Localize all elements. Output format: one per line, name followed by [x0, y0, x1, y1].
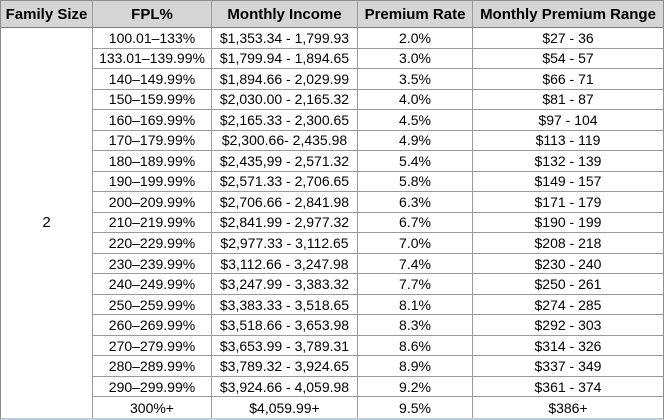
premium-range-cell: $113 - 119	[473, 131, 663, 152]
fpl-cell: 180–189.99%	[93, 151, 212, 172]
premium-range-cell: $208 - 218	[473, 233, 663, 254]
premium-rate-cell: 8.1%	[358, 294, 473, 316]
fpl-cell: 290–299.99%	[93, 376, 212, 398]
premium-range-cell: $292 - 303	[473, 315, 663, 336]
header-fpl-percent: FPL%	[93, 1, 212, 28]
premium-rate-cell: 6.3%	[358, 192, 473, 213]
premium-range-cell: $190 - 199	[473, 213, 663, 234]
premium-range-cell: $97 - 104	[473, 110, 663, 131]
fpl-cell: 230–239.99%	[93, 253, 212, 275]
income-cell: $2,165.33 - 2,300.65	[212, 110, 358, 131]
premium-range-cell: $149 - 157	[473, 172, 663, 193]
premium-rate-cell: 7.4%	[358, 253, 473, 275]
fpl-cell: 190–199.99%	[93, 171, 212, 193]
premium-range-cell: $171 - 179	[473, 192, 663, 213]
fpl-cell: 260–269.99%	[93, 315, 212, 336]
premium-range-cell: $386+	[548, 399, 588, 416]
premium-rate-cell: 6.7%	[358, 212, 473, 234]
premium-rate-cell: 5.8%	[358, 171, 473, 193]
premium-rate-cell: 4.9%	[358, 130, 473, 152]
premium-range-cell: $81 - 87	[473, 90, 663, 111]
premium-rate-cell: 8.3%	[358, 315, 473, 336]
premium-rate-cell: 2.0%	[358, 28, 473, 49]
premium-rate-cell: 4.0%	[358, 89, 473, 111]
income-cell: $2,435,99 - 2,571.32	[212, 151, 358, 172]
income-cell: $1,894.66 - 2,029.99	[212, 69, 358, 90]
fpl-cell: 250–259.99%	[93, 294, 212, 316]
premium-range-cell: $230 - 240	[473, 254, 663, 275]
premium-rate-cell: 8.9%	[358, 356, 473, 377]
premium-rate-cell: 7.0%	[358, 233, 473, 254]
income-cell: $3,112.66 - 3,247.98	[212, 253, 358, 275]
income-cell: $2,977.33 - 3,112.65	[212, 233, 358, 254]
income-cell: $4,059.99+	[212, 397, 358, 418]
family-size-cell: 2	[1, 28, 93, 418]
header-family-size: Family Size	[1, 1, 93, 28]
premium-rate-cell: 4.5%	[358, 110, 473, 131]
premium-rate-cell: 5.4%	[358, 151, 473, 172]
premium-range-cell: $314 - 326	[473, 336, 663, 357]
premium-rate-cell: 3.5%	[358, 69, 473, 90]
premium-range-cell: $274 - 285	[473, 295, 663, 316]
fpl-cell: 240–249.99%	[93, 274, 212, 295]
fpl-cell: 170–179.99%	[93, 130, 212, 152]
fpl-cell: 210–219.99%	[93, 212, 212, 234]
income-cell: $2,030.00 - 2,165.32	[212, 89, 358, 111]
income-cell: $2,300.66- 2,435.98	[212, 130, 358, 152]
fpl-cell: 100.01–133%	[93, 28, 212, 49]
income-cell: $2,571.33 - 2,706.65	[212, 171, 358, 193]
fpl-cell: 140–149.99%	[93, 69, 212, 90]
premium-range-cell: $54 - 57	[473, 49, 663, 70]
fpl-cell: 270–279.99%	[93, 335, 212, 357]
income-cell: $1,799.94 - 1,894.65	[212, 48, 358, 70]
fpl-cell: 280–289.99%	[93, 356, 212, 377]
premium-range-cell: $361 - 374	[473, 377, 663, 398]
premium-rate-cell: 9.5%	[358, 397, 473, 418]
fpl-cell: 300%+	[93, 397, 212, 418]
fpl-cell: 150–159.99%	[93, 89, 212, 111]
income-cell: $2,841.99 - 2,977.32	[212, 212, 358, 234]
income-cell: $3,789.32 - 3,924.65	[212, 356, 358, 377]
premium-range-cell: $337 - 349	[473, 356, 663, 377]
premium-rate-cell: 8.6%	[358, 335, 473, 357]
premium-range-cell: $250 - 261	[473, 274, 663, 295]
fpl-cell: 160–169.99%	[93, 110, 212, 131]
income-cell: $3,924.66 - 4,059.98	[212, 376, 358, 398]
income-cell: $1,353.34 - 1,799.93	[212, 28, 358, 49]
income-cell: $3,247.99 - 3,383.32	[212, 274, 358, 295]
premium-range-cell: $132 - 139	[473, 151, 663, 172]
header-monthly-premium-range: Monthly Premium Range	[473, 1, 663, 28]
fpl-cell: 133.01–139.99%	[93, 48, 212, 70]
fpl-cell: 220–229.99%	[93, 233, 212, 254]
premium-rate-cell: 7.7%	[358, 274, 473, 295]
premium-range-cell: $27 - 36	[473, 28, 663, 49]
header-premium-rate: Premium Rate	[358, 1, 473, 28]
income-cell: $3,383.33 - 3,518.65	[212, 294, 358, 316]
premium-range-cell: $66 - 71	[473, 69, 663, 90]
premium-rate-cell: 9.2%	[358, 376, 473, 398]
premium-rate-cell: 3.0%	[358, 48, 473, 70]
income-cell: $3,518.66 - 3,653.98	[212, 315, 358, 336]
income-cell: $3,653.99 - 3,789.31	[212, 335, 358, 357]
header-monthly-income: Monthly Income	[212, 1, 358, 28]
fpl-cell: 200–209.99%	[93, 192, 212, 213]
income-cell: $2,706.66 - 2,841.98	[212, 192, 358, 213]
